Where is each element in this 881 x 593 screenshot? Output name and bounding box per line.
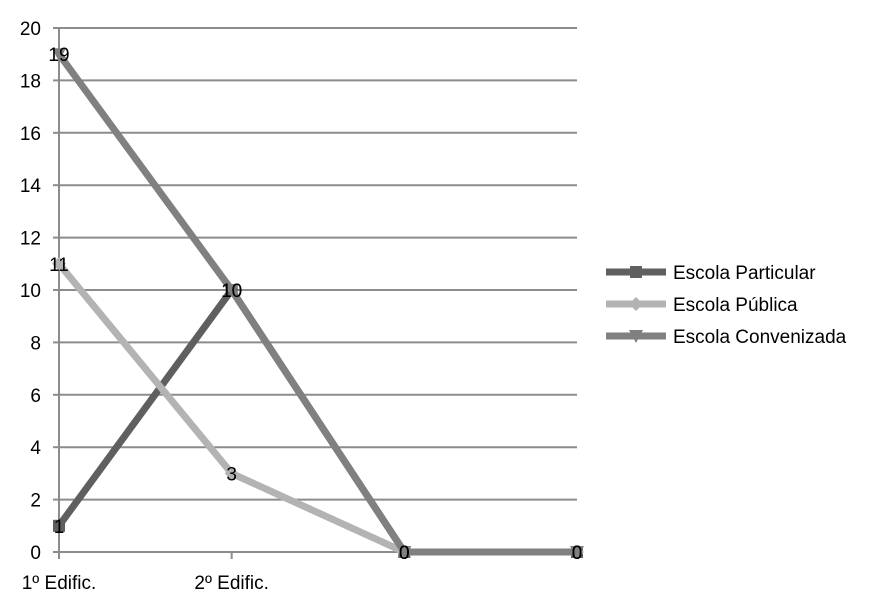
data-label: 10 bbox=[221, 281, 242, 302]
y-tick-label: 12 bbox=[20, 229, 41, 250]
marker-diamond bbox=[224, 466, 239, 481]
marker-diamond bbox=[629, 297, 643, 311]
series-line bbox=[55, 50, 581, 556]
marker-triangle bbox=[52, 48, 66, 62]
y-tick-label: 20 bbox=[20, 19, 41, 40]
y-tick-label: 6 bbox=[30, 386, 41, 407]
legend-label: Escola Particular bbox=[673, 263, 816, 284]
data-label: 0 bbox=[572, 543, 583, 564]
data-label: 0 bbox=[399, 543, 410, 564]
x-tick-label: 1º Edific. bbox=[22, 573, 97, 593]
x-tick-label: 2º Edific. bbox=[194, 573, 269, 593]
y-tick-label: 4 bbox=[30, 438, 41, 459]
data-label: 1 bbox=[54, 517, 65, 538]
data-label: 11 bbox=[49, 255, 69, 276]
marker-triangle bbox=[397, 546, 412, 559]
y-tick-label: 8 bbox=[30, 333, 41, 354]
data-label: 0 bbox=[572, 543, 583, 564]
gridlines bbox=[59, 27, 577, 501]
series-lines bbox=[52, 48, 584, 559]
y-tick-label: 18 bbox=[20, 71, 41, 92]
data-label: 0 bbox=[399, 543, 410, 564]
y-tick-label: 14 bbox=[20, 176, 42, 197]
series-line bbox=[55, 260, 581, 556]
data-label: 0 bbox=[572, 543, 583, 564]
legend-label: Escola Convenizada bbox=[673, 327, 847, 348]
marker-diamond bbox=[52, 256, 66, 271]
marker-triangle bbox=[570, 546, 584, 559]
legend: Escola Particular Escola Pública Escola Co… bbox=[606, 263, 847, 348]
y-tick-label: 0 bbox=[30, 543, 41, 564]
marker-square bbox=[630, 266, 642, 278]
marker-triangle bbox=[224, 284, 239, 297]
y-tick-label: 2 bbox=[30, 491, 41, 512]
data-label: 0 bbox=[399, 543, 410, 564]
marker-triangle bbox=[629, 330, 643, 343]
y-tick-label: 16 bbox=[20, 124, 41, 145]
data-label: 3 bbox=[226, 464, 237, 485]
y-tick-label: 10 bbox=[20, 281, 41, 302]
marker-square bbox=[53, 519, 65, 532]
data-label: 19 bbox=[48, 45, 69, 66]
data-label: 10 bbox=[221, 281, 242, 302]
legend-label: Escola Pública bbox=[673, 295, 798, 316]
